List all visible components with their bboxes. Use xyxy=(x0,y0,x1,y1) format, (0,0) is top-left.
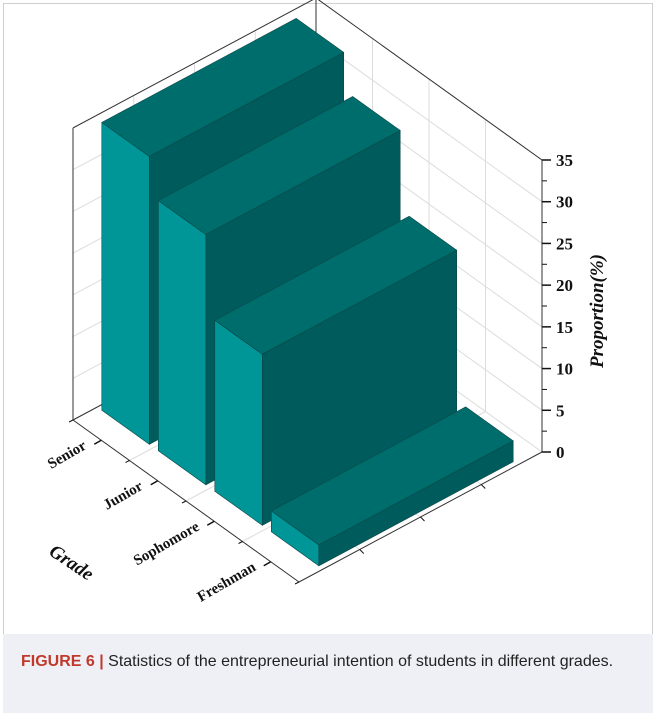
x-minor-tick xyxy=(125,460,130,463)
bar-top-face xyxy=(101,18,345,157)
bar-top-face xyxy=(270,406,514,546)
bar-front-face xyxy=(158,199,207,486)
figure-caption-text: Statistics of the entrepreneurial intent… xyxy=(103,653,614,670)
y-axis-title: Proportion(%) xyxy=(587,254,608,369)
x-axis-title: Grade xyxy=(45,541,97,586)
chart-bars xyxy=(101,18,514,567)
bar-front-face xyxy=(101,121,150,445)
x-tick xyxy=(150,480,159,486)
bar-top-face xyxy=(157,96,401,235)
y-tick-label: 35 xyxy=(556,151,573,170)
x-tick-label: Junior xyxy=(101,478,146,513)
z-tick xyxy=(480,484,486,489)
x-tick-label: Sophomore xyxy=(131,519,203,570)
y-tick-label: 25 xyxy=(556,234,573,253)
figure-caption: FIGURE 6 | Statistics of the entrepreneu… xyxy=(3,634,653,713)
y-tick-label: 0 xyxy=(556,443,565,462)
y-tick-label: 20 xyxy=(556,276,573,295)
figure-label: FIGURE 6 | xyxy=(21,653,104,670)
bar-top-face xyxy=(214,215,458,355)
x-tick xyxy=(93,439,102,445)
x-tick-label: Freshman xyxy=(195,559,260,606)
x-minor-tick xyxy=(181,500,187,504)
bar-front-face xyxy=(214,319,263,526)
axis-edge xyxy=(317,0,543,161)
x-minor-tick xyxy=(238,541,243,544)
bar-chart-3d: 0 5 10 15 20 25 30 35 Proportion(%) Senior Junior S… xyxy=(45,0,608,606)
z-tick xyxy=(359,549,365,554)
x-tick xyxy=(263,561,272,567)
x-tick-label: Senior xyxy=(45,438,89,473)
y-tick-label: 10 xyxy=(556,360,573,379)
y-tick-label: 15 xyxy=(556,318,573,337)
y-tick-label: 30 xyxy=(556,193,573,212)
z-tick xyxy=(420,516,425,522)
x-minor-tick xyxy=(68,419,74,423)
axis-edge xyxy=(72,0,314,129)
x-tick xyxy=(206,520,215,526)
bar-freshman xyxy=(270,406,514,567)
x-minor-tick xyxy=(294,581,300,585)
bar-sophomore xyxy=(214,215,458,526)
y-tick-label: 5 xyxy=(556,401,565,420)
